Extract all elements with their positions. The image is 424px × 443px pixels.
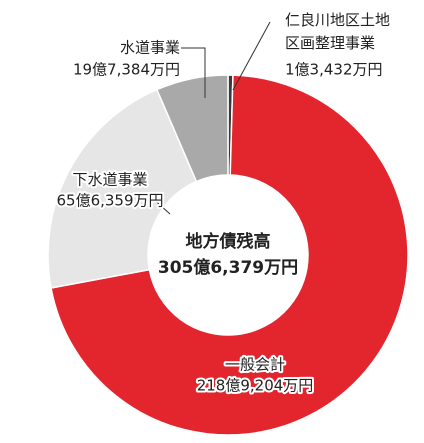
value-label: 218億9,204万円: [197, 377, 314, 395]
value-label: 1億3,432万円: [285, 61, 383, 79]
slice: [47, 88, 198, 289]
slice: [50, 74, 409, 436]
labels: 地方債残高 305億6,379万円 仁良川地区土地区画整理事業 1億3,432万円一般…: [54, 9, 392, 397]
center-title: 地方債残高: [186, 231, 271, 252]
value-label: 65億6,359万円: [56, 192, 163, 210]
category-label: 一般会計: [225, 356, 285, 374]
leader-line: [181, 47, 206, 98]
category-label: 下水道事業: [72, 171, 147, 189]
center-total: 305億6,379万円: [158, 257, 298, 278]
leader-line: [149, 195, 171, 215]
value-label: 19億7,384万円: [73, 61, 180, 79]
slice: [155, 74, 229, 183]
leader-line: [232, 21, 271, 91]
category-label: 仁良川地区土地区画整理事業: [285, 11, 390, 52]
slices: [47, 74, 409, 436]
category-label: 水道事業: [120, 39, 180, 57]
